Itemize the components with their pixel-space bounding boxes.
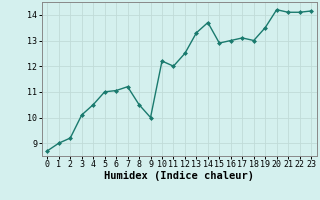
X-axis label: Humidex (Indice chaleur): Humidex (Indice chaleur) — [104, 171, 254, 181]
